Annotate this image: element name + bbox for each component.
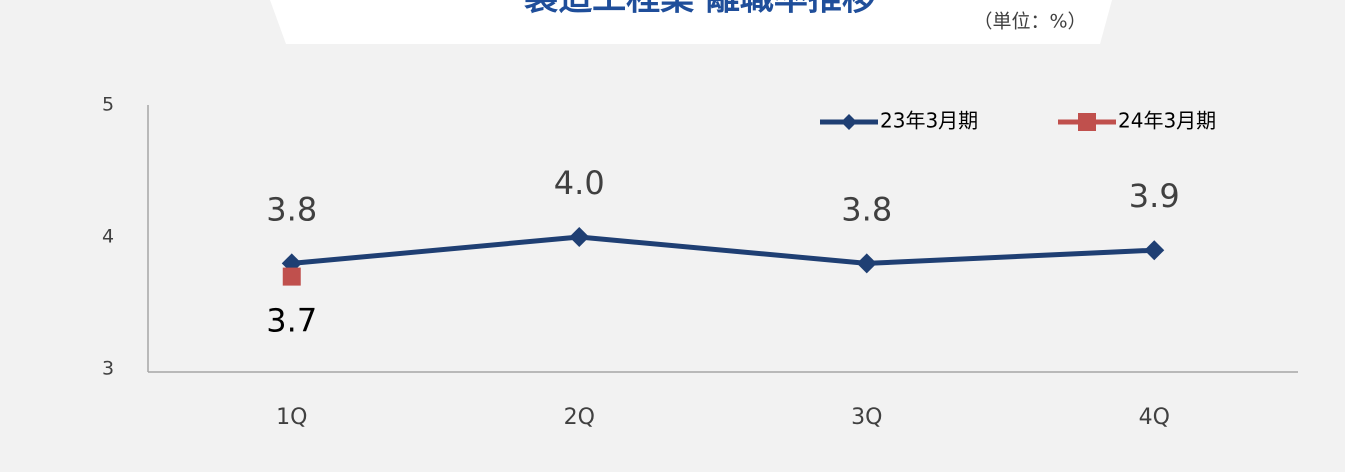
- x-tick-label: 3Q: [851, 405, 882, 430]
- legend-marker: [841, 114, 857, 130]
- data-point: [1144, 240, 1165, 261]
- x-tick-label: 1Q: [276, 405, 307, 430]
- x-tick-label: 2Q: [564, 405, 595, 430]
- legend-marker: [1078, 113, 1096, 131]
- x-tick-label: 4Q: [1139, 405, 1170, 430]
- chart-title: 製造工程業 離職率推移: [524, 0, 876, 19]
- data-point: [282, 267, 301, 286]
- data-point: [569, 227, 590, 247]
- title-banner: [270, 0, 1112, 44]
- data-label: 3.8: [266, 190, 317, 228]
- data-label: 4.0: [554, 164, 605, 202]
- legend-label: 23年3月期: [880, 109, 978, 133]
- y-tick-label: 5: [102, 94, 114, 116]
- y-tick-label: 4: [102, 226, 114, 248]
- y-tick-label: 3: [102, 358, 114, 380]
- data-label: 3.8: [841, 190, 892, 228]
- unit-label: （単位：%）: [973, 11, 1086, 33]
- data-label: 3.9: [1129, 177, 1180, 215]
- data-point: [856, 253, 877, 274]
- series-line: [291, 234, 1155, 266]
- data-label: 3.7: [266, 302, 317, 340]
- legend-label: 24年3月期: [1118, 109, 1216, 133]
